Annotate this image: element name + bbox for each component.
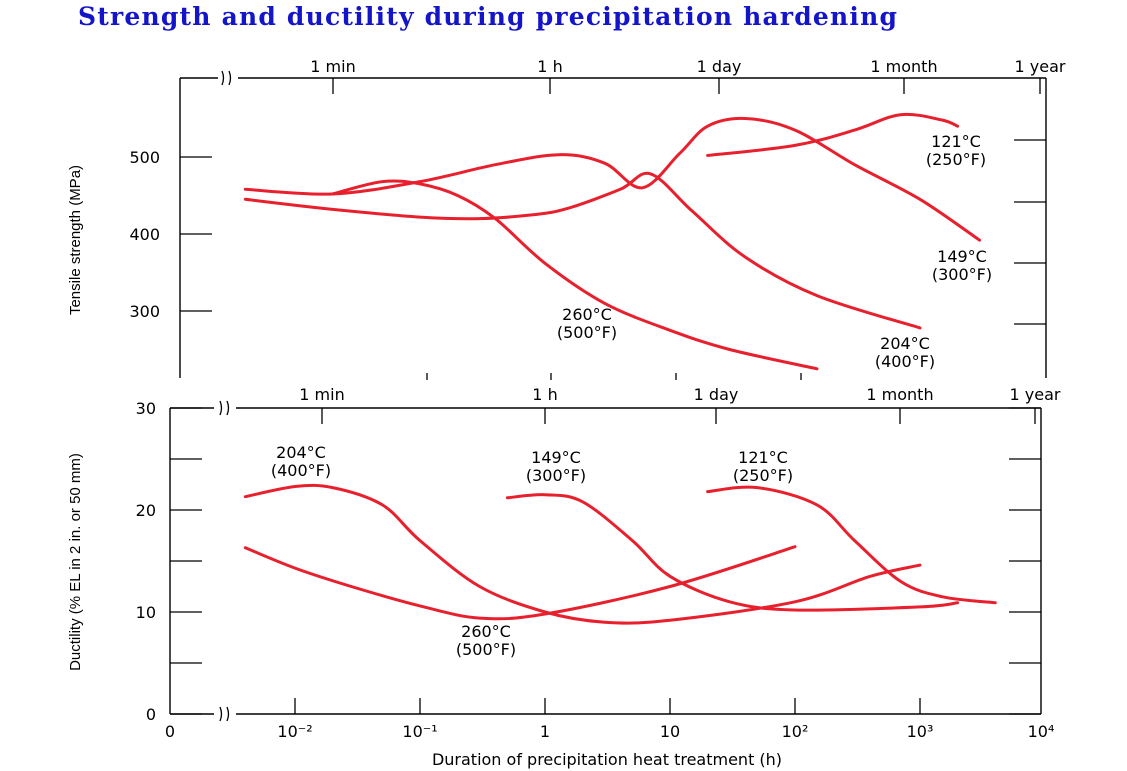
y-axis-title: Ductility (% EL in 2 in. or 50 mm) xyxy=(67,453,84,671)
time-label: 1 day xyxy=(697,57,742,76)
x-tick-label: 10² xyxy=(782,722,809,741)
series-label: 121°C xyxy=(738,448,788,467)
series-label: 204°C xyxy=(880,334,930,353)
ductility-curve xyxy=(243,545,797,621)
strength-curve xyxy=(243,171,922,330)
series-label: (400°F) xyxy=(875,352,935,371)
strength-curve xyxy=(331,179,819,371)
y-tick-label: 30 xyxy=(136,399,156,418)
time-label: 1 year xyxy=(1015,57,1066,76)
axis-break-mark xyxy=(219,400,230,416)
x-tick-label: 1 xyxy=(540,722,550,741)
ductility-curve xyxy=(505,493,960,612)
x-tick-label: 10⁻² xyxy=(277,722,312,741)
y-tick-label: 500 xyxy=(129,148,160,167)
x-tick-label: 10⁻¹ xyxy=(402,722,437,741)
page-title: Strength and ductility during precipitat… xyxy=(78,2,899,31)
series-label: (250°F) xyxy=(926,150,986,169)
series-label: (500°F) xyxy=(456,640,516,659)
x-tick-label: 10 xyxy=(660,722,680,741)
time-label: 1 month xyxy=(870,57,937,76)
x-tick-label: 10⁴ xyxy=(1028,722,1055,741)
strength-curve xyxy=(243,116,982,242)
strength-curve xyxy=(706,112,960,157)
y-tick-label: 20 xyxy=(136,501,156,520)
series-label: (400°F) xyxy=(271,461,331,480)
series-label: (250°F) xyxy=(733,466,793,485)
series-label: 260°C xyxy=(562,305,612,324)
time-label: 1 h xyxy=(532,385,557,404)
series-label: 149°C xyxy=(531,448,581,467)
series-label: 204°C xyxy=(276,443,326,462)
time-label: 1 day xyxy=(694,385,739,404)
y-tick-label: 400 xyxy=(129,225,160,244)
y-axis-title: Tensile strength (MPa) xyxy=(67,165,84,315)
ductility-curve xyxy=(706,485,997,605)
x-tick-label: 10³ xyxy=(907,722,934,741)
axis-break-mark xyxy=(219,706,230,722)
x-axis-title: Duration of precipitation heat treatment… xyxy=(432,750,782,769)
time-label: 1 month xyxy=(866,385,933,404)
strength-panel: 300 400 500 1 min 1 h 1 day 1 month 1 year Tensi… xyxy=(67,57,1066,380)
series-label: 260°C xyxy=(461,622,511,641)
y-tick-label: 10 xyxy=(136,603,156,622)
axis-break-mark xyxy=(221,70,232,86)
ductility-panel: 0 10 20 30 0 10⁻² 10⁻¹ 1 10 10² 10³ 10⁴ 1 min 1 h 1 da… xyxy=(67,385,1061,769)
y-tick-label: 0 xyxy=(146,705,156,724)
time-label: 1 min xyxy=(299,385,344,404)
time-label: 1 year xyxy=(1010,385,1061,404)
series-label: 149°C xyxy=(937,247,987,266)
ductility-curve xyxy=(243,483,922,625)
series-label: (300°F) xyxy=(932,265,992,284)
x-tick-label: 0 xyxy=(165,722,175,741)
series-label: (500°F) xyxy=(557,323,617,342)
time-label: 1 min xyxy=(310,57,355,76)
y-tick-label: 300 xyxy=(129,302,160,321)
series-label: 121°C xyxy=(931,132,981,151)
series-label: (300°F) xyxy=(526,466,586,485)
time-label: 1 h xyxy=(537,57,562,76)
